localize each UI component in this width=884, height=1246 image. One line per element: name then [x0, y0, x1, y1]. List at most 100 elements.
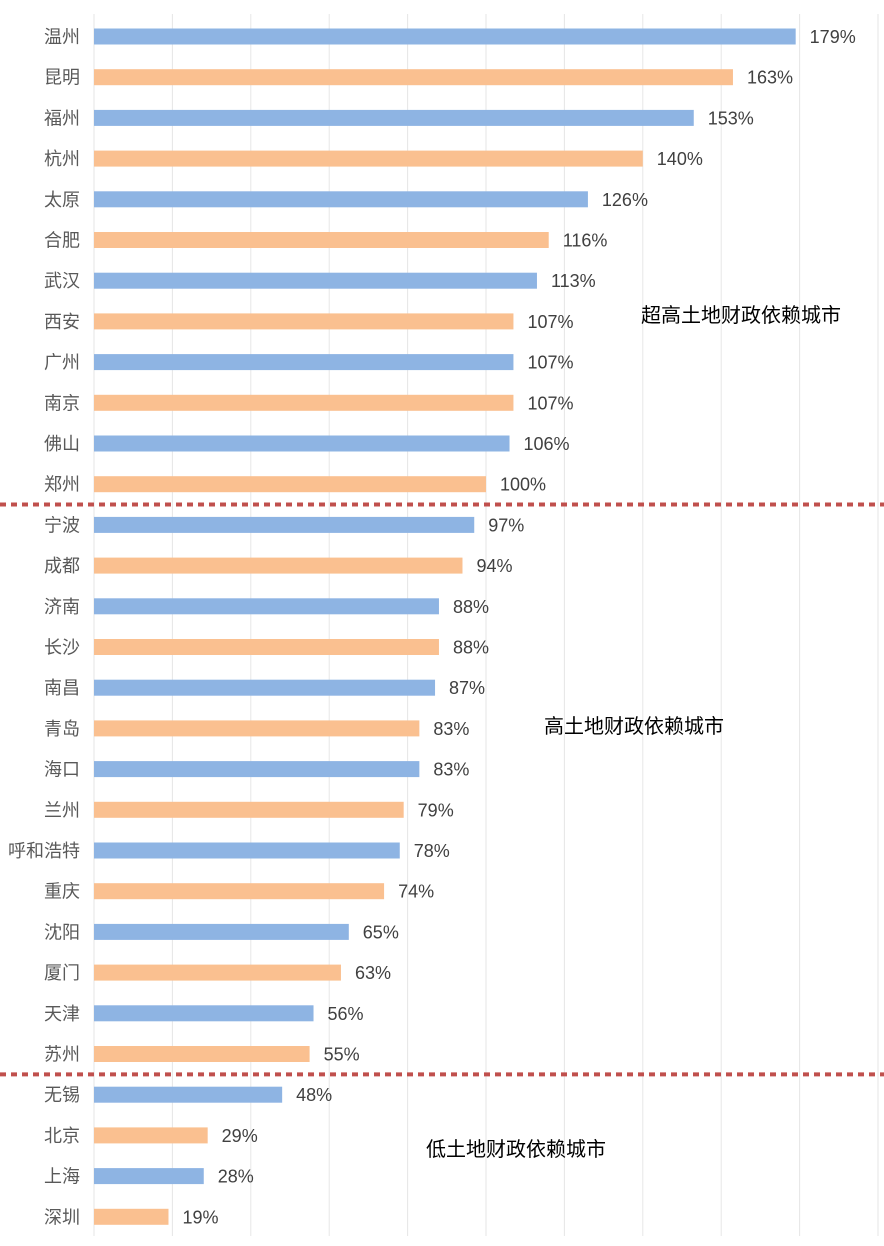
bar	[94, 1046, 310, 1062]
value-label: 163%	[747, 68, 793, 88]
value-label: 79%	[418, 800, 454, 820]
bar	[94, 761, 420, 778]
category-label: 成都	[44, 556, 80, 577]
category-label: 上海	[44, 1167, 80, 1188]
category-label: 南昌	[44, 678, 80, 699]
value-label: 107%	[527, 353, 573, 373]
bar	[94, 1086, 283, 1103]
bar	[94, 883, 385, 900]
bar	[94, 516, 475, 533]
value-label: 48%	[296, 1085, 332, 1105]
category-label: 兰州	[44, 800, 80, 821]
value-label: 179%	[810, 27, 856, 47]
value-label: 65%	[363, 922, 399, 942]
group-label: 高土地财政依赖城市	[544, 714, 724, 738]
category-label: 北京	[44, 1126, 80, 1147]
category-label: 合肥	[44, 231, 80, 252]
value-label: 19%	[182, 1207, 218, 1227]
category-label: 郑州	[44, 475, 80, 496]
category-labels: 温州昆明福州杭州太原合肥武汉西安广州南京佛山郑州宁波成都济南长沙南昌青岛海口兰州…	[8, 27, 80, 1228]
category-label: 青岛	[44, 719, 80, 740]
category-label: 福州	[44, 108, 80, 129]
value-label: 56%	[328, 1004, 364, 1024]
bar	[94, 964, 341, 981]
group-dividers	[0, 502, 884, 1077]
value-label: 88%	[453, 597, 489, 617]
bar	[94, 476, 486, 493]
bar	[94, 191, 588, 208]
bar	[94, 842, 400, 859]
bar	[94, 28, 796, 45]
category-label: 重庆	[44, 882, 80, 903]
category-label: 温州	[44, 27, 80, 48]
bars	[94, 28, 796, 1225]
value-label: 87%	[449, 678, 485, 698]
category-label: 太原	[44, 190, 80, 211]
bar	[94, 1005, 314, 1022]
group-label: 超高土地财政依赖城市	[641, 303, 841, 327]
category-label: 厦门	[44, 963, 80, 984]
value-labels: 179% 163% 153% 140% 126% 116% 113% 107% 107% 107%…	[182, 27, 855, 1227]
gridlines	[93, 14, 879, 1236]
category-label: 杭州	[44, 149, 80, 170]
value-label: 116%	[563, 231, 608, 251]
category-label: 深圳	[44, 1207, 80, 1228]
group-label: 低土地财政依赖城市	[426, 1137, 606, 1161]
category-label: 昆明	[44, 68, 80, 89]
category-label: 沈阳	[44, 922, 80, 943]
value-label: 107%	[527, 312, 573, 332]
value-label: 107%	[527, 393, 573, 413]
category-label: 宁波	[44, 515, 80, 536]
bar	[94, 109, 694, 126]
category-label: 武汉	[44, 271, 80, 292]
value-label: 83%	[433, 719, 469, 739]
bar	[94, 272, 537, 289]
value-label: 29%	[222, 1126, 258, 1146]
bar	[94, 313, 514, 330]
value-label: 113%	[551, 271, 596, 291]
category-label: 苏州	[44, 1045, 80, 1066]
category-label: 无锡	[44, 1085, 80, 1106]
value-label: 78%	[414, 841, 450, 861]
category-label: 天津	[44, 1004, 80, 1025]
value-label: 153%	[708, 108, 754, 128]
category-label: 长沙	[44, 638, 80, 659]
bar	[94, 394, 514, 411]
bar	[94, 69, 733, 86]
category-label: 南京	[44, 393, 80, 414]
value-label: 94%	[476, 556, 512, 576]
bar	[94, 1127, 208, 1144]
category-label: 海口	[44, 760, 80, 781]
bar	[94, 1208, 169, 1225]
category-label: 佛山	[44, 434, 80, 455]
bar	[94, 557, 463, 574]
value-label: 100%	[500, 475, 546, 495]
bar	[94, 679, 436, 696]
value-label: 97%	[488, 515, 524, 535]
value-label: 74%	[398, 882, 434, 902]
value-label: 126%	[602, 190, 648, 210]
bar	[94, 923, 349, 940]
category-label: 呼和浩特	[8, 841, 80, 862]
value-label: 83%	[433, 760, 469, 780]
value-label: 63%	[355, 963, 391, 983]
bar	[94, 354, 514, 371]
bar	[94, 150, 643, 167]
bar	[94, 232, 549, 248]
bar	[94, 801, 404, 818]
category-label: 广州	[44, 353, 80, 374]
category-label: 济南	[44, 597, 80, 618]
value-label: 55%	[324, 1045, 360, 1065]
value-label: 28%	[218, 1167, 254, 1187]
bar	[94, 435, 510, 452]
bar	[94, 1168, 204, 1185]
value-label: 106%	[524, 434, 570, 454]
bar	[94, 720, 420, 737]
bar	[94, 598, 439, 615]
bar	[94, 639, 439, 655]
value-label: 140%	[657, 149, 703, 169]
category-label: 西安	[44, 312, 80, 333]
value-label: 88%	[453, 638, 489, 658]
